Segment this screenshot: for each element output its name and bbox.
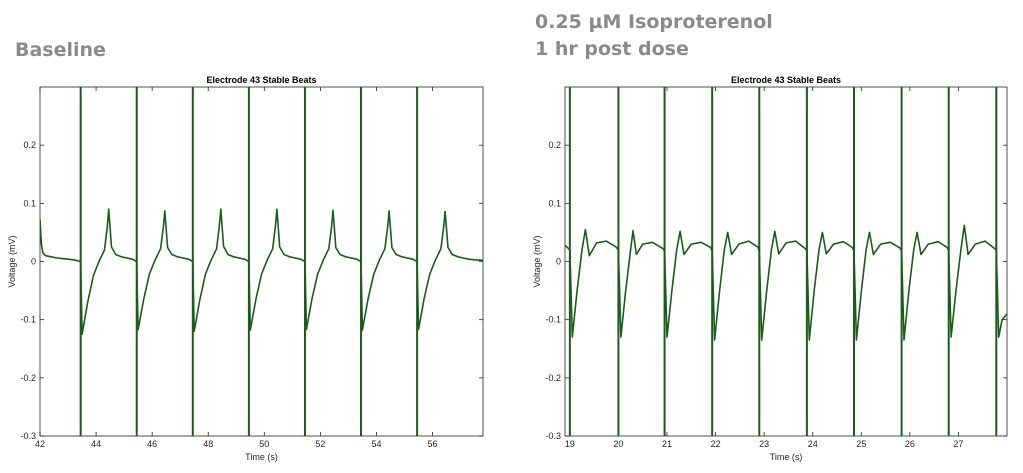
isoproterenol-y-tick-label: 0 <box>556 257 561 267</box>
baseline-y-tick-label: 0.1 <box>23 198 36 208</box>
baseline-x-tick-label: 44 <box>91 439 101 449</box>
baseline-y-tick-label: -0.1 <box>20 315 36 325</box>
baseline-y-tick-label: -0.3 <box>20 431 36 441</box>
isoproterenol-x-axis-label: Time (s) <box>770 452 803 462</box>
isoproterenol-plot-frame <box>564 86 1008 437</box>
isoproterenol-y-tick-label: -0.2 <box>545 373 561 383</box>
baseline-y-tick-label: -0.2 <box>20 373 36 383</box>
baseline-chart-title: Electrode 43 Stable Beats <box>206 75 316 85</box>
baseline-x-tick-label: 50 <box>259 439 269 449</box>
baseline-y-axis-label: Voltage (mV) <box>7 235 17 287</box>
baseline-x-tick-label: 46 <box>147 439 157 449</box>
baseline-chart: Electrode 43 Stable Beats 42 44 46 48 50 52 54 5… <box>7 75 484 462</box>
isoproterenol-x-tick-label: 24 <box>808 439 818 449</box>
isoproterenol-chart: Electrode 43 Stable Beats 19 20 21 22 23 24 25 2… <box>532 75 1008 462</box>
isoproterenol-x-tick-label: 21 <box>662 439 672 449</box>
heading-isoproterenol-line1: 0.25 µM Isoproterenol <box>535 11 773 33</box>
isoproterenol-y-tick-label: -0.1 <box>545 315 561 325</box>
baseline-x-tick-label: 48 <box>203 439 213 449</box>
isoproterenol-x-tick-label: 25 <box>856 439 866 449</box>
baseline-voltage-trace <box>40 208 483 336</box>
isoproterenol-x-tick-label: 19 <box>565 439 575 449</box>
baseline-x-tick-label: 42 <box>35 439 45 449</box>
isoproterenol-x-tick-label: 22 <box>711 439 721 449</box>
isoproterenol-y-tick-label: 0.1 <box>548 198 561 208</box>
isoproterenol-x-tick-label: 26 <box>905 439 915 449</box>
baseline-plot-frame <box>39 86 484 437</box>
isoproterenol-y-tick-label: -0.3 <box>545 431 561 441</box>
baseline-x-tick-label: 54 <box>371 439 381 449</box>
baseline-x-axis-label: Time (s) <box>245 452 278 462</box>
heading-isoproterenol-line2: 1 hr post dose <box>535 38 689 60</box>
heading-isoproterenol: 0.25 µM Isoproterenol 1 hr post dose <box>535 9 773 63</box>
baseline-y-tick-label: 0 <box>31 257 36 267</box>
baseline-y-tick-label: 0.2 <box>23 140 36 150</box>
isoproterenol-x-tick-label: 20 <box>613 439 623 449</box>
isoproterenol-y-axis-label: Voltage (mV) <box>532 235 542 287</box>
isoproterenol-x-tick-label: 27 <box>953 439 963 449</box>
baseline-x-tick-label: 56 <box>428 439 438 449</box>
isoproterenol-voltage-trace <box>565 224 1007 341</box>
baseline-x-tick-label: 52 <box>315 439 325 449</box>
isoproterenol-y-tick-label: 0.2 <box>548 140 561 150</box>
heading-baseline: Baseline <box>15 39 106 61</box>
isoproterenol-x-tick-label: 23 <box>759 439 769 449</box>
isoproterenol-chart-title: Electrode 43 Stable Beats <box>731 75 841 85</box>
